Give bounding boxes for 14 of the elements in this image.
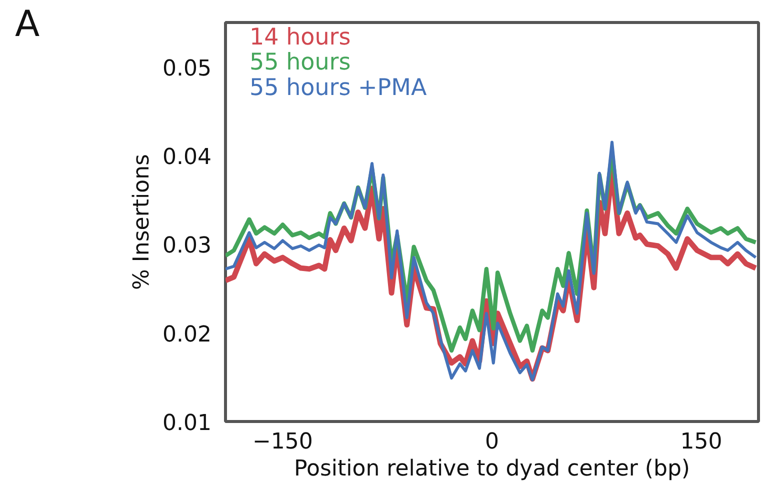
- text: A: [15, 4, 40, 45]
- y-axis-title: % Insertions: [130, 154, 155, 290]
- text: 55 hours +PMA: [249, 74, 428, 101]
- x-tick-label: 0: [485, 430, 499, 454]
- x-tick-label: 150: [680, 430, 722, 454]
- x-tick-label: −150: [252, 430, 313, 454]
- text: 55 hours: [249, 50, 351, 76]
- text: 14 hours: [249, 24, 351, 50]
- y-tick-label: 0.05: [162, 56, 212, 82]
- y-tick-label: 0.04: [162, 145, 212, 170]
- x-axis-title: Position relative to dyad center (bp): [294, 456, 690, 482]
- y-tick-label: 0.01: [162, 411, 212, 436]
- y-tick-label: 0.03: [162, 234, 212, 259]
- y-tick-label: 0.02: [162, 322, 212, 348]
